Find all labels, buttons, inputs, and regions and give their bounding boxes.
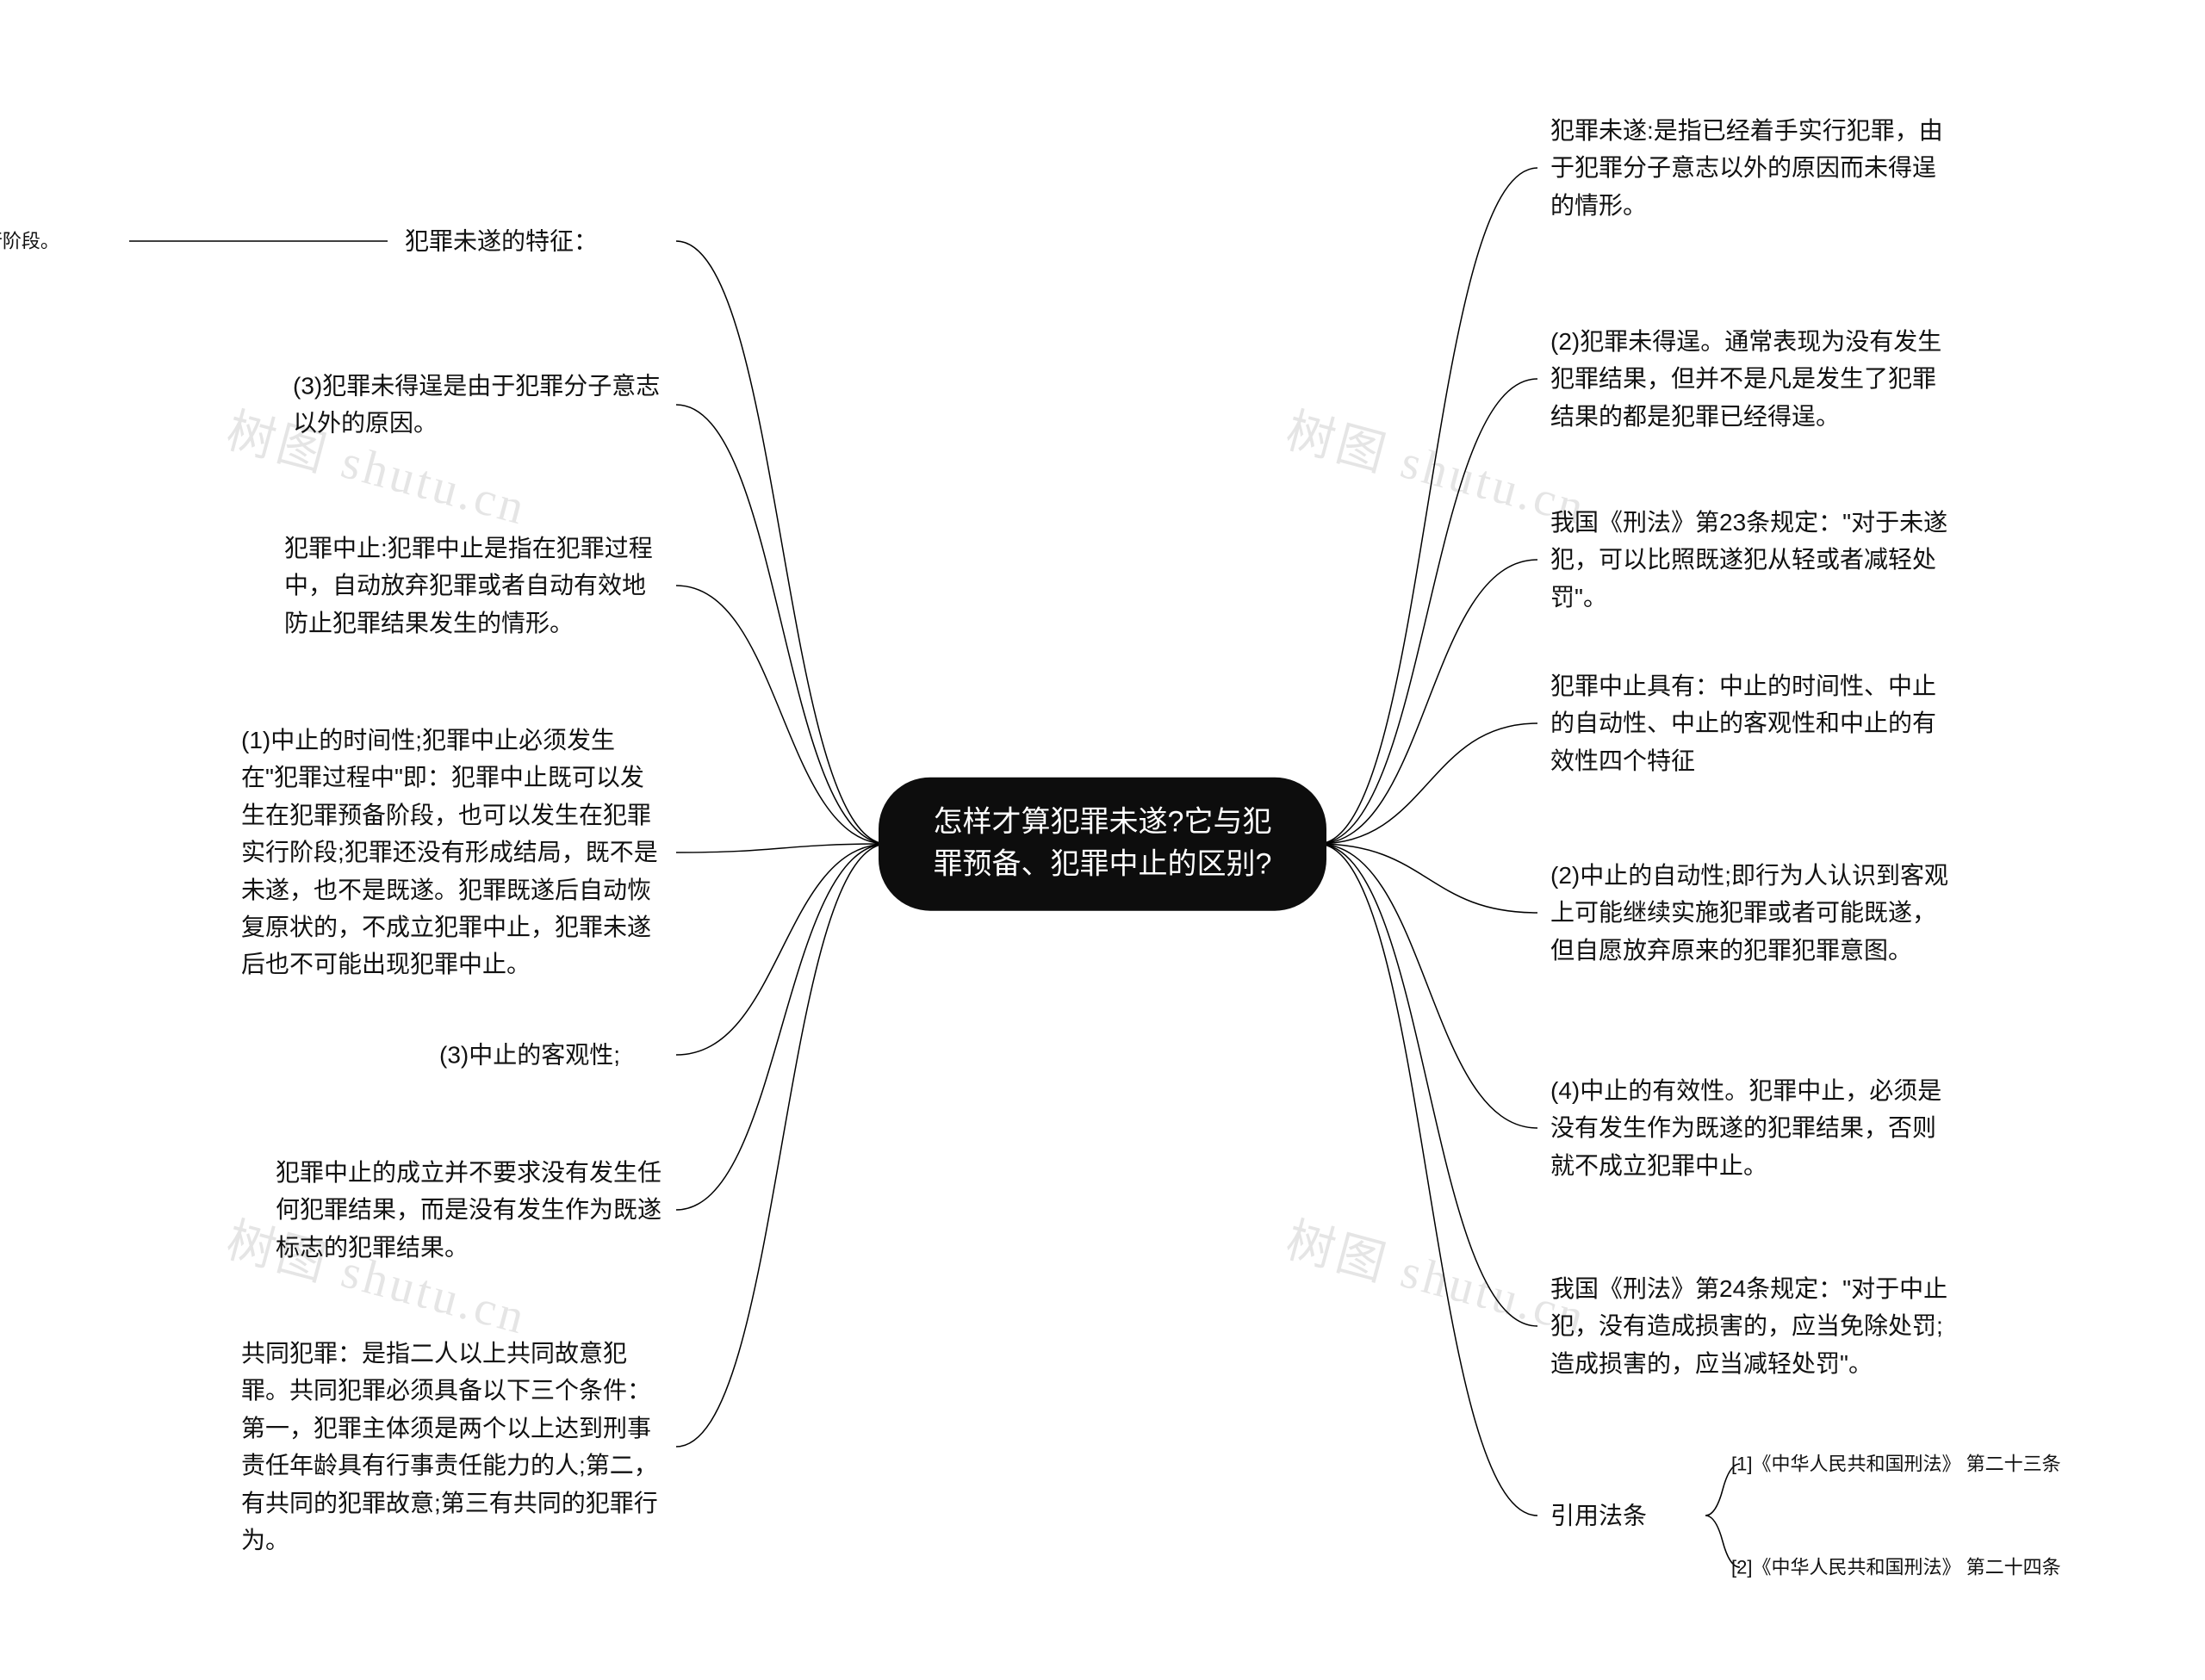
branch-node: 我国《刑法》第24条规定："对于中止犯，没有造成损害的，应当免除处罚;造成损害的… bbox=[1550, 1270, 1955, 1382]
branch-node: (1)中止的时间性;犯罪中止必须发生在"犯罪过程中"即：犯罪中止既可以发生在犯罪… bbox=[241, 722, 663, 983]
branch-node: 犯罪中止:犯罪中止是指在犯罪过程中，自动放弃犯罪或者自动有效地防止犯罪结果发生的… bbox=[284, 530, 663, 642]
branch-node: (2)中止的自动性;即行为人认识到客观上可能继续实施犯罪或者可能既遂，但自愿放弃… bbox=[1550, 857, 1955, 969]
branch-node: (3)中止的客观性; bbox=[439, 1036, 663, 1073]
center-topic: 怎样才算犯罪未遂?它与犯罪预备、犯罪中止的区别? bbox=[879, 778, 1326, 911]
branch-node: 犯罪未遂的特征： bbox=[405, 222, 663, 259]
branch-node: 引用法条 bbox=[1550, 1497, 1688, 1534]
leaf-node: (1)已经着手实行犯罪，犯罪行为进入了实行阶段。 bbox=[0, 227, 121, 256]
branch-node: 犯罪未遂:是指已经着手实行犯罪，由于犯罪分子意志以外的原因而未得逞的情形。 bbox=[1550, 112, 1955, 224]
leaf-node: [1]《中华人民共和国刑法》 第二十三条 bbox=[1731, 1450, 2179, 1479]
branch-node: (3)犯罪未得逞是由于犯罪分子意志以外的原因。 bbox=[293, 368, 663, 443]
branch-node: 犯罪中止的成立并不要求没有发生任何犯罪结果，而是没有发生作为既遂标志的犯罪结果。 bbox=[276, 1154, 663, 1266]
leaf-node: [2]《中华人民共和国刑法》 第二十四条 bbox=[1731, 1553, 2179, 1582]
branch-node: (2)犯罪未得逞。通常表现为没有发生犯罪结果，但并不是凡是发生了犯罪结果的都是犯… bbox=[1550, 323, 1955, 435]
branch-node: 共同犯罪：是指二人以上共同故意犯罪。共同犯罪必须具备以下三个条件：第一，犯罪主体… bbox=[241, 1335, 663, 1559]
branch-node: (4)中止的有效性。犯罪中止，必须是没有发生作为既遂的犯罪结果，否则就不成立犯罪… bbox=[1550, 1072, 1955, 1184]
branch-node: 犯罪中止具有：中止的时间性、中止的自动性、中止的客观性和中止的有效性四个特征 bbox=[1550, 667, 1955, 779]
branch-node: 我国《刑法》第23条规定："对于未遂犯，可以比照既遂犯从轻或者减轻处罚"。 bbox=[1550, 504, 1955, 616]
